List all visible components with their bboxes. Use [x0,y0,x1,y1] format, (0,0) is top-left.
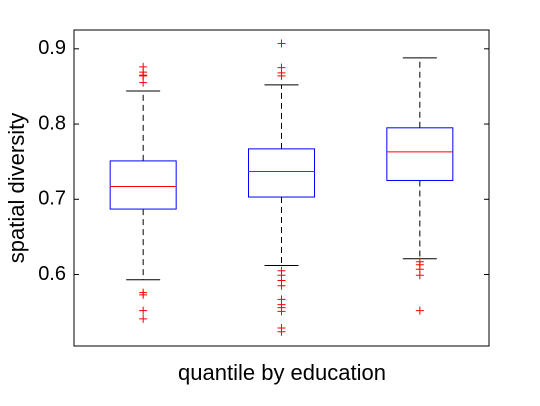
y-tick-label: 0.6 [38,263,66,285]
outlier [139,290,148,299]
outlier [415,271,424,280]
y-tick-label: 0.9 [38,37,66,59]
outlier [139,306,148,315]
outlier [415,306,424,315]
x-axis-label: quantile by education [178,360,386,385]
outlier [277,307,286,316]
outlier [277,327,286,336]
box [386,127,454,181]
box [109,160,177,210]
outlier [277,39,286,48]
y-tick-label: 0.8 [38,112,66,134]
outlier [277,281,286,290]
box [248,148,315,198]
outlier [139,78,148,87]
y-tick-label: 0.7 [38,188,66,210]
y-axis-label: spatial diversity [4,113,29,263]
outlier [139,71,148,80]
outlier [277,71,286,80]
outlier [139,314,148,323]
